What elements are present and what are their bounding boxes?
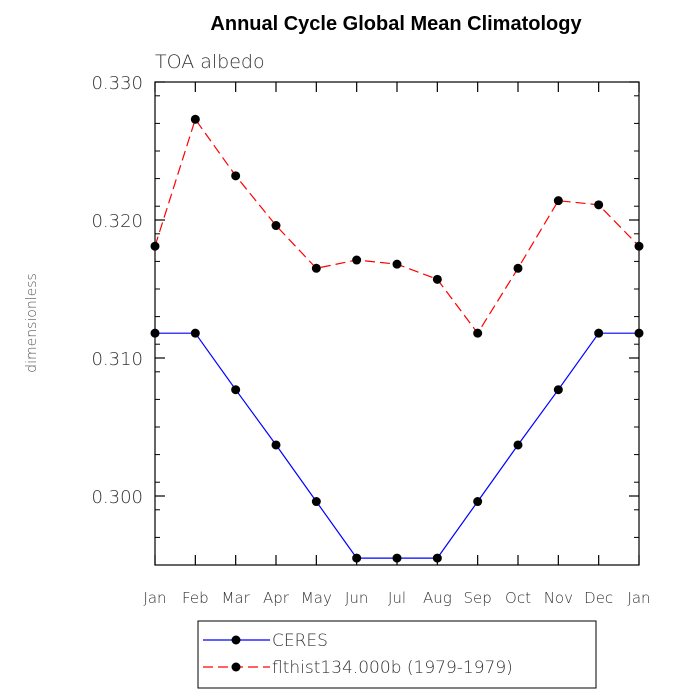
data-point-series-0: [392, 553, 402, 563]
data-point-series-1: [190, 114, 200, 124]
series-layer: [150, 114, 644, 563]
data-point-series-0: [634, 328, 644, 338]
legend-marker-ceres: [231, 635, 241, 645]
data-point-series-0: [513, 440, 523, 450]
data-point-series-0: [473, 497, 483, 507]
data-point-series-1: [473, 328, 483, 338]
data-point-series-0: [150, 328, 160, 338]
data-point-series-1: [352, 255, 362, 265]
x-axis-ticks: Jan Feb Mar Apr May Jun Jul Aug Sep Oct Nov Dec Jan: [143, 82, 651, 607]
x-tick-label: Jan: [143, 589, 166, 607]
x-tick-label: May: [301, 589, 332, 607]
data-point-series-0: [352, 553, 362, 563]
data-point-series-0: [271, 440, 281, 450]
data-point-series-1: [231, 171, 241, 181]
x-tick-label: Jan: [627, 589, 650, 607]
data-point-series-1: [432, 274, 442, 284]
data-point-series-0: [594, 328, 604, 338]
data-point-series-1: [513, 263, 523, 273]
legend: CERES flthist134.000b (1979-1979): [197, 620, 597, 689]
legend-box: [197, 620, 597, 689]
x-tick-label: Aug: [423, 589, 452, 607]
data-point-series-1: [271, 221, 281, 231]
legend-label-ceres: CERES: [272, 631, 328, 651]
legend-marker-flthist: [231, 662, 241, 672]
legend-label-flthist: flthist134.000b (1979-1979): [272, 658, 513, 678]
data-point-series-0: [553, 385, 563, 395]
data-point-series-1: [634, 241, 644, 251]
data-point-series-1: [392, 259, 402, 269]
x-tick-label: Sep: [464, 589, 492, 607]
plot-frame: [154, 81, 640, 566]
y-axis-label: dimensionless: [24, 273, 40, 373]
series-line-1: [154, 117, 640, 335]
y-tick-label: 0.310: [91, 349, 143, 370]
data-point-series-1: [553, 196, 563, 206]
data-point-series-1: [311, 263, 321, 273]
data-point-series-0: [432, 553, 442, 563]
data-point-series-0: [311, 497, 321, 507]
chart-subtitle: TOA albedo: [155, 51, 265, 73]
x-tick-label: Apr: [263, 589, 290, 607]
chart-title: Annual Cycle Global Mean Climatology: [210, 13, 582, 35]
x-tick-label: Nov: [544, 589, 573, 607]
x-tick-label: Mar: [222, 589, 251, 607]
data-point-series-1: [150, 241, 160, 251]
data-point-series-0: [231, 385, 241, 395]
y-tick-label: 0.330: [91, 73, 143, 94]
x-tick-label: Jul: [388, 589, 406, 607]
x-tick-label: Feb: [182, 589, 209, 607]
x-tick-label: Jun: [345, 589, 368, 607]
data-point-series-1: [594, 200, 604, 210]
x-tick-label: Oct: [505, 589, 531, 607]
y-axis-ticks: 0.300 0.310 0.320 0.330: [91, 73, 639, 538]
series-line-0: [155, 332, 639, 559]
data-point-series-0: [190, 328, 200, 338]
y-tick-label: 0.300: [91, 487, 143, 508]
x-tick-label: Dec: [584, 589, 613, 607]
y-tick-label: 0.320: [91, 211, 143, 232]
